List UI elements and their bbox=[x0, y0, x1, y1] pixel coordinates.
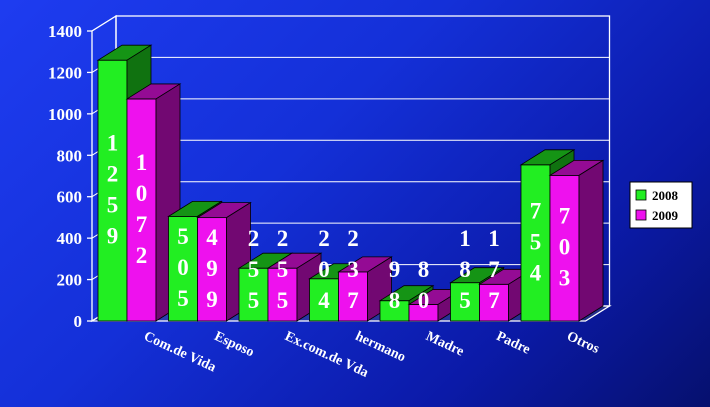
data-label: 7 bbox=[488, 288, 500, 313]
data-label: 5 bbox=[177, 286, 189, 311]
data-label: 0 bbox=[136, 181, 148, 206]
data-label: 2 bbox=[318, 226, 330, 251]
y-tick-label: 1000 bbox=[48, 105, 82, 124]
data-label: 5 bbox=[530, 229, 542, 254]
y-tick-label: 200 bbox=[57, 271, 83, 290]
data-label: 9 bbox=[206, 287, 218, 312]
data-label: 5 bbox=[248, 288, 260, 313]
data-label: 5 bbox=[277, 288, 289, 313]
data-label: 1 bbox=[107, 131, 119, 156]
data-label: 0 bbox=[177, 255, 189, 280]
data-label: 2 bbox=[136, 243, 148, 268]
data-label: 2 bbox=[277, 226, 289, 251]
data-label: 5 bbox=[248, 257, 260, 282]
legend-label: 2009 bbox=[652, 208, 679, 223]
data-label: 7 bbox=[347, 288, 359, 313]
data-label: 8 bbox=[418, 257, 430, 282]
data-label: 0 bbox=[559, 235, 571, 260]
y-tick-label: 1200 bbox=[48, 63, 82, 82]
data-label: 1 bbox=[136, 150, 148, 175]
x-category-label: hermano bbox=[353, 329, 408, 365]
data-label: 0 bbox=[318, 257, 330, 282]
bar-front bbox=[520, 164, 551, 322]
y-tick-label: 0 bbox=[74, 312, 83, 331]
bar-front bbox=[549, 174, 580, 322]
data-label: 7 bbox=[488, 257, 500, 282]
bar-front bbox=[309, 278, 339, 322]
legend-swatch bbox=[635, 189, 647, 201]
x-category-label: Esposo bbox=[212, 329, 256, 360]
data-label: 3 bbox=[347, 257, 359, 282]
gridline-side bbox=[91, 15, 117, 32]
data-label: 5 bbox=[277, 257, 289, 282]
bar-front bbox=[97, 59, 128, 322]
data-label: 8 bbox=[459, 257, 471, 282]
data-label: 9 bbox=[206, 256, 218, 281]
x-category-label: Otros bbox=[564, 329, 602, 357]
data-label: 0 bbox=[418, 288, 430, 313]
x-category-label: Com.de Vida bbox=[141, 329, 218, 375]
data-label: 7 bbox=[559, 204, 571, 229]
data-label: 4 bbox=[318, 288, 330, 313]
data-label: 1 bbox=[488, 226, 500, 251]
data-label: 8 bbox=[389, 288, 401, 313]
data-label: 9 bbox=[107, 224, 119, 249]
data-label: 4 bbox=[206, 225, 218, 250]
data-label: 1 bbox=[459, 226, 471, 251]
bar-front bbox=[197, 217, 227, 322]
data-label: 7 bbox=[136, 212, 148, 237]
bar-front bbox=[267, 267, 298, 322]
x-category-label: Madre bbox=[423, 329, 466, 360]
legend-swatch bbox=[635, 209, 647, 221]
data-label: 4 bbox=[530, 260, 542, 285]
data-label: 3 bbox=[559, 266, 571, 291]
bar-side bbox=[578, 159, 604, 322]
legend-label: 2008 bbox=[652, 188, 679, 203]
y-tick-label: 600 bbox=[57, 188, 83, 207]
data-label: 2 bbox=[347, 226, 359, 251]
data-label: 2 bbox=[107, 162, 119, 187]
data-label: 5 bbox=[459, 288, 471, 313]
data-label: 9 bbox=[389, 257, 401, 282]
bar-front bbox=[238, 267, 269, 322]
y-tick-label: 1400 bbox=[48, 22, 82, 41]
data-label: 5 bbox=[177, 224, 189, 249]
y-tick-label: 800 bbox=[57, 146, 83, 165]
data-label: 2 bbox=[248, 226, 260, 251]
data-label: 5 bbox=[107, 193, 119, 218]
data-label: 7 bbox=[530, 198, 542, 223]
y-tick-label: 400 bbox=[57, 229, 83, 248]
x-category-label: Padre bbox=[494, 329, 533, 358]
bar-front bbox=[338, 271, 368, 322]
bar-front bbox=[126, 98, 157, 322]
bar-front bbox=[450, 282, 480, 322]
